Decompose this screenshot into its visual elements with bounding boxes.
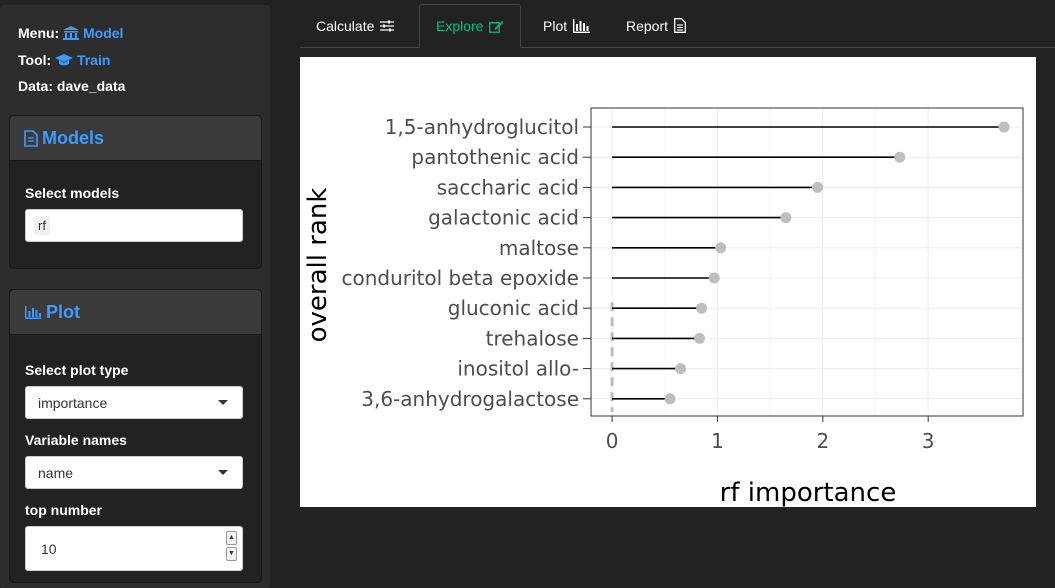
variable-names-value: name	[38, 464, 74, 481]
data-point	[894, 151, 906, 163]
caret-down-icon	[218, 470, 228, 475]
edit-icon	[489, 20, 504, 33]
variable-names-select[interactable]: name	[25, 456, 243, 489]
models-panel-header: Models	[10, 116, 261, 161]
x-tick-label: 3	[922, 429, 935, 453]
data-point	[696, 302, 708, 314]
plot-type-label: Select plot type	[25, 362, 129, 378]
data-point	[998, 121, 1010, 133]
y-ticks	[583, 126, 591, 400]
stems	[612, 126, 1005, 400]
tab-explore[interactable]: Explore	[419, 4, 522, 48]
menu-line: Menu: Model	[18, 25, 123, 41]
top-number-label: top number	[25, 502, 102, 518]
y-tick-labels: 1,5-anhydroglucitol pantothenic acid sacch…	[341, 115, 579, 411]
file-text-icon	[674, 18, 686, 33]
tool-value[interactable]: Train	[55, 52, 110, 68]
tab-plot[interactable]: Plot	[527, 4, 606, 47]
plot-area: 1,5-anhydroglucitol pantothenic acid sacch…	[300, 57, 1036, 508]
select-models-label: Select models	[25, 185, 120, 201]
x-tick-label: 1	[711, 429, 724, 453]
x-tick-label: 2	[816, 429, 829, 453]
data-point	[664, 393, 676, 405]
menu-value[interactable]: Model	[63, 25, 123, 41]
y-tick-label: conduritol beta epoxide	[341, 266, 579, 290]
y-tick-label: maltose	[499, 236, 579, 260]
sidebar: Menu: Model Tool: Train Data: dave_data …	[0, 5, 270, 588]
variable-names-label: Variable names	[25, 432, 127, 448]
tab-explore-label: Explore	[436, 18, 484, 34]
graduation-cap-icon	[55, 54, 74, 66]
data-point	[812, 181, 824, 193]
data-point	[780, 212, 792, 224]
model-chip[interactable]: rf	[34, 216, 50, 235]
plot-frame	[590, 107, 1024, 417]
tab-bar: Calculate Explore Plot Report	[300, 4, 1055, 48]
tab-calculate-label: Calculate	[316, 17, 375, 34]
x-axis-title: rf importance	[720, 478, 897, 507]
data-line: Data: dave_data	[18, 78, 125, 94]
menu-label: Menu:	[18, 25, 60, 41]
top-number-input[interactable]: 10 ▲ ▼	[25, 526, 243, 571]
plot-type-value: importance	[38, 394, 108, 411]
x-tick-label: 0	[606, 429, 619, 453]
models-panel-title: Models	[42, 127, 105, 148]
x-tick-labels: 0 1 2 3	[606, 429, 935, 453]
tab-calculate[interactable]: Calculate	[300, 4, 410, 47]
y-tick-label: saccharic acid	[437, 175, 579, 199]
y-tick-label: pantothenic acid	[411, 145, 579, 169]
y-axis-title: overall rank	[303, 188, 333, 343]
menu-value-text: Model	[83, 25, 124, 41]
plot-type-select[interactable]: importance	[25, 386, 243, 419]
y-tick-label: 3,6-anhydrogalactose	[361, 387, 579, 411]
y-tick-label: trehalose	[486, 326, 579, 350]
tab-plot-label: Plot	[543, 17, 568, 34]
data-point	[694, 332, 706, 344]
tab-report-label: Report	[626, 17, 669, 34]
top-number-value: 10	[41, 540, 57, 557]
models-select[interactable]: rf	[25, 209, 243, 242]
tool-line: Tool: Train	[18, 52, 110, 68]
models-panel: Models Select models rf	[9, 115, 262, 269]
data-label: Data:	[18, 78, 54, 94]
tool-value-text: Train	[76, 52, 111, 68]
bar-chart-icon	[25, 306, 41, 319]
increment-button[interactable]: ▲	[226, 531, 237, 545]
sliders-icon	[380, 20, 395, 31]
caret-down-icon	[218, 400, 228, 405]
bank-icon	[63, 26, 80, 40]
points	[664, 121, 1010, 405]
data-point	[715, 242, 727, 254]
plot-panel: Plot Select plot type importance Variabl…	[9, 289, 262, 583]
data-point	[708, 272, 720, 284]
bar-chart-icon	[573, 18, 591, 33]
tab-report[interactable]: Report	[610, 4, 702, 47]
tool-label: Tool:	[18, 52, 52, 68]
plot-panel-title: Plot	[46, 301, 80, 322]
data-point	[675, 363, 687, 375]
file-icon	[24, 129, 38, 147]
importance-chart: 1,5-anhydroglucitol pantothenic acid sacch…	[303, 107, 1024, 508]
y-tick-label: gluconic acid	[448, 296, 579, 320]
grid	[591, 108, 1023, 416]
y-tick-label: inositol allo-	[457, 357, 579, 381]
x-ticks	[611, 416, 929, 422]
data-value: dave_data	[56, 78, 126, 94]
y-tick-label: 1,5-anhydroglucitol	[385, 115, 579, 139]
y-tick-label: galactonic acid	[428, 206, 579, 230]
plot-panel-header: Plot	[10, 290, 261, 335]
decrement-button[interactable]: ▼	[226, 547, 237, 561]
